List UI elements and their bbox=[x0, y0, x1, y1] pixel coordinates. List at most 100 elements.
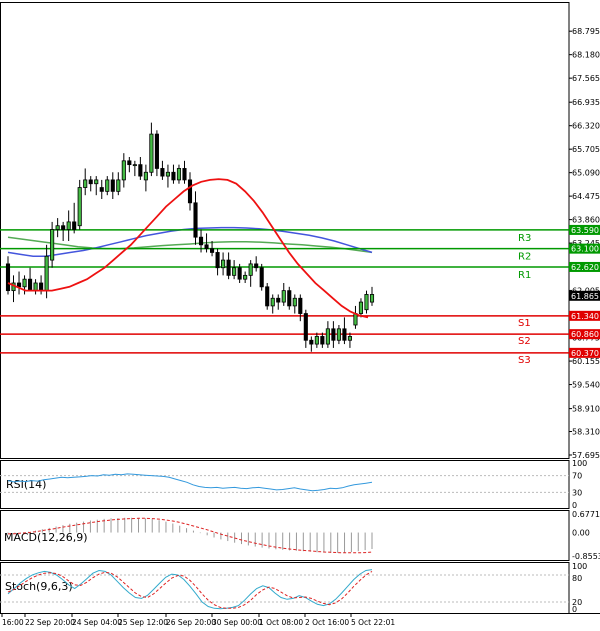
candle-bull bbox=[221, 259, 226, 269]
candle-bull bbox=[66, 221, 71, 230]
candle-bear bbox=[88, 179, 93, 185]
stoch-d-line bbox=[7, 570, 373, 609]
candle-bear bbox=[193, 202, 198, 238]
level-price-label-s1: 61.340 bbox=[571, 312, 599, 321]
rsi-title: RSI(14) bbox=[6, 478, 46, 491]
x-tick-label: 1 Oct 08:00 bbox=[259, 618, 303, 627]
level-name-s2: S2 bbox=[518, 336, 531, 347]
candle-bull bbox=[143, 171, 148, 181]
stoch-y-tick-label: 0 bbox=[572, 605, 577, 614]
candle-bear bbox=[138, 164, 143, 177]
y-tick-label: 63.860 bbox=[572, 216, 600, 225]
candle-bear bbox=[204, 244, 209, 250]
candle-bear bbox=[331, 328, 336, 341]
candle-bear bbox=[276, 297, 281, 303]
candle-bear bbox=[171, 171, 176, 181]
stoch-k-line bbox=[7, 569, 373, 610]
x-tick-label: 24 Sep 04:00 bbox=[72, 618, 122, 627]
candle-bear bbox=[61, 225, 66, 230]
candle-bull bbox=[292, 297, 297, 307]
candle-bear bbox=[160, 168, 165, 177]
moving-average-blue-line bbox=[7, 226, 373, 258]
macd-y-tick-label: 0.6771 bbox=[572, 510, 600, 519]
main-price-pane: 68.795 68.180 67.565 66.935 66.320 65.705 65.0… bbox=[0, 27, 600, 460]
y-tick-label: 57.695 bbox=[572, 451, 600, 460]
current-price-tag bbox=[569, 290, 600, 301]
candle-bull bbox=[243, 274, 248, 280]
y-tick-label: 66.935 bbox=[572, 98, 600, 107]
stoch-y-tick-label: 20 bbox=[572, 598, 582, 607]
candle-bear bbox=[226, 259, 231, 276]
stoch-pane: Stoch(9,6,3) 100 80 200 bbox=[0, 562, 587, 614]
level-price-label-r1: 62.620 bbox=[571, 263, 599, 272]
y-tick-label: 67.565 bbox=[572, 74, 600, 83]
candle-bull bbox=[364, 294, 369, 311]
candle-bull bbox=[105, 179, 110, 192]
candle-bear bbox=[72, 221, 77, 230]
level-price-tag-s2 bbox=[569, 329, 600, 340]
rsi-line bbox=[7, 473, 373, 492]
rsi-y-tick-label: 100 bbox=[572, 459, 587, 468]
candle-bear bbox=[187, 179, 193, 204]
level-price-label-s2: 60.860 bbox=[571, 330, 599, 339]
candle-bull bbox=[176, 168, 182, 181]
y-tick-label: 65.090 bbox=[572, 169, 600, 178]
y-tick-label: 68.795 bbox=[572, 27, 600, 36]
x-tick-label: 30 Sep 00:00 bbox=[212, 618, 262, 627]
x-tick-label: 26 Sep 20:00 bbox=[166, 618, 216, 627]
level-name-r2: R2 bbox=[518, 252, 531, 263]
level-name-s1: S1 bbox=[518, 318, 531, 329]
candle-bear bbox=[215, 252, 220, 269]
candle-bull bbox=[325, 328, 330, 345]
level-price-tag-s3 bbox=[569, 347, 600, 358]
rsi-pane: RSI(14) 100 70 30 0 bbox=[0, 459, 587, 510]
candle-bull bbox=[44, 255, 49, 292]
candle-bear bbox=[309, 339, 314, 345]
candle-bear bbox=[298, 297, 303, 314]
candle-bull bbox=[149, 133, 154, 173]
candle-bull bbox=[358, 301, 364, 314]
y-tick-label: 59.540 bbox=[572, 381, 600, 390]
pane-border-rsi bbox=[0, 460, 570, 509]
candle-bull bbox=[33, 282, 38, 292]
macd-y-tick-label: 0.00 bbox=[572, 529, 590, 538]
candle-bear bbox=[154, 133, 159, 169]
level-price-label-r3: 63.590 bbox=[571, 226, 599, 235]
level-price-tag-r2 bbox=[569, 243, 600, 254]
macd-signal-line bbox=[7, 517, 373, 554]
candle-bear bbox=[287, 290, 292, 307]
macd-title: MACD(12,26,9) bbox=[4, 531, 88, 544]
y-tick-label: 63.245 bbox=[572, 239, 600, 248]
x-tick-label: 16:00 bbox=[2, 618, 24, 627]
level-name-r1: R1 bbox=[518, 270, 531, 281]
rsi-y-tick-label: 70 bbox=[572, 472, 582, 481]
level-name-s3: S3 bbox=[518, 355, 531, 366]
candle-bear bbox=[259, 267, 264, 288]
candle-bear bbox=[182, 168, 187, 181]
candle-bull bbox=[55, 225, 60, 230]
pane-border-macd bbox=[0, 510, 570, 561]
candle-bull bbox=[314, 336, 319, 345]
candle-bull bbox=[248, 263, 253, 276]
candle-bull bbox=[116, 179, 121, 192]
y-tick-label: 68.180 bbox=[572, 51, 600, 60]
candle-bear bbox=[39, 282, 44, 292]
candle-bull bbox=[94, 179, 99, 185]
candle-bear bbox=[320, 336, 325, 345]
candle-bull bbox=[50, 229, 55, 261]
level-price-tag-r3 bbox=[569, 224, 600, 235]
candle-bull bbox=[281, 290, 286, 303]
moving-average-green-line bbox=[7, 236, 373, 254]
candle-bull bbox=[22, 278, 27, 288]
level-price-label-r2: 63.100 bbox=[571, 245, 599, 254]
candle-bull bbox=[369, 294, 375, 303]
x-tick-label: 25 Sep 12:00 bbox=[118, 618, 168, 627]
candle-bull bbox=[270, 297, 275, 307]
level-price-label-s3: 60.370 bbox=[571, 349, 599, 358]
candle-bear bbox=[265, 286, 270, 307]
candle-bear bbox=[110, 179, 115, 192]
rsi-y-tick-label: 30 bbox=[572, 488, 582, 497]
moving-average-red-line bbox=[7, 178, 369, 319]
